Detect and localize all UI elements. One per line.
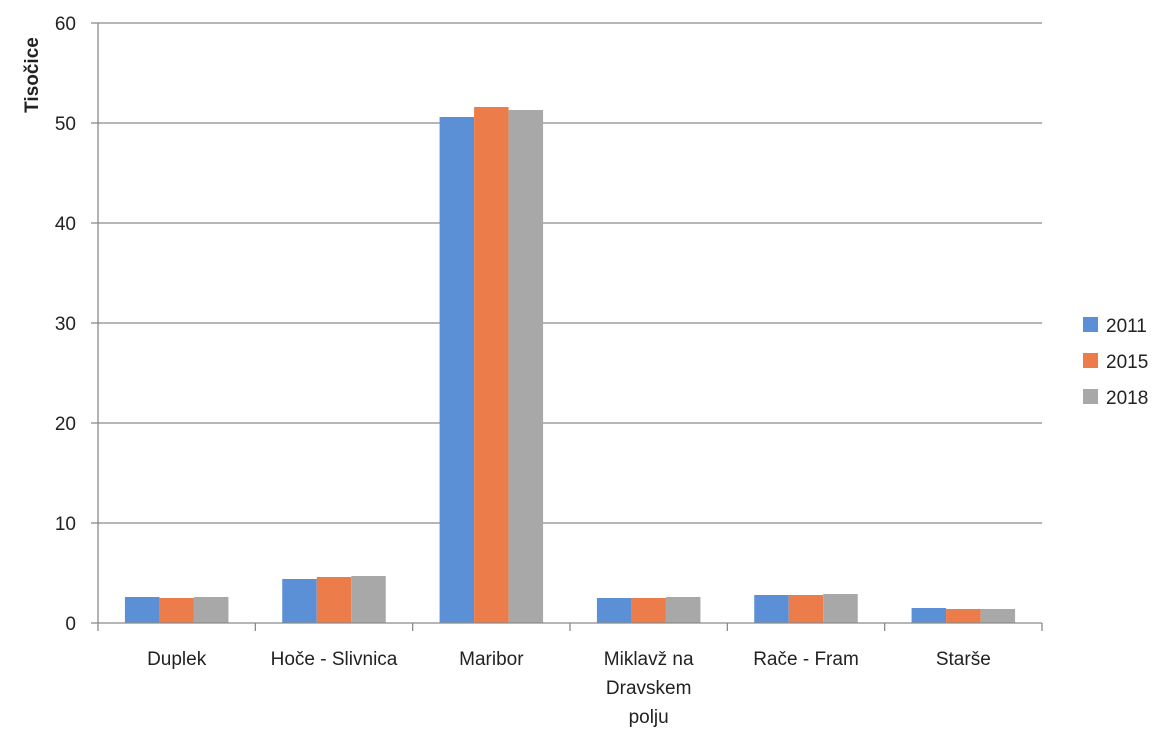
x-tick-label: Starše <box>936 649 991 670</box>
bar-2015 <box>788 595 824 623</box>
bar-2018 <box>823 594 858 623</box>
x-tick-label: Hoče - Slivnica <box>271 649 398 670</box>
bar-2018 <box>980 609 1016 623</box>
x-tick-label: Rače - Fram <box>753 649 859 670</box>
bar-2011 <box>911 608 947 623</box>
bars <box>124 107 1016 623</box>
y-tick-label: 20 <box>55 414 76 435</box>
legend-label: 2011 <box>1106 316 1147 337</box>
legend-swatch <box>1083 353 1098 368</box>
legend-swatch <box>1083 389 1098 404</box>
bar-2011 <box>596 598 632 623</box>
y-axis-label: Tisočice <box>22 37 43 113</box>
y-tick-label: 0 <box>65 614 76 635</box>
x-tick-label: polju <box>629 707 669 728</box>
bar-2018 <box>665 597 701 623</box>
y-tick-label: 30 <box>55 314 76 335</box>
y-tick-label: 10 <box>55 514 76 535</box>
bar-2011 <box>439 117 475 623</box>
x-tick-label: Dravskem <box>606 678 692 699</box>
y-tick-label: 40 <box>55 214 76 235</box>
bar-2018 <box>351 576 386 623</box>
bar-2011 <box>124 597 160 623</box>
legend-swatch <box>1083 317 1098 332</box>
bar-2015 <box>631 598 666 623</box>
bar-2015 <box>159 598 194 623</box>
bar-2015 <box>474 107 509 623</box>
bar-2015 <box>946 609 981 623</box>
bar-2011 <box>282 579 317 623</box>
bar-2011 <box>754 595 789 623</box>
y-tick-label: 50 <box>55 114 76 135</box>
x-tick-label: Duplek <box>147 649 207 670</box>
x-tick-label: Maribor <box>459 649 524 670</box>
legend-label: 2018 <box>1106 388 1148 409</box>
bar-2015 <box>316 577 352 623</box>
bar-2018 <box>193 597 229 623</box>
legend-label: 2015 <box>1106 352 1148 373</box>
x-tick-label: Miklavž na <box>604 649 694 670</box>
y-tick-label: 60 <box>55 14 76 35</box>
legend: 2011 2015 2018 <box>1083 316 1148 409</box>
gridlines <box>98 22 1042 524</box>
bar-2018 <box>508 110 544 623</box>
axes: 0 10 20 30 40 50 60 Duplek Hoče - Slivnica Maribo… <box>55 14 1043 728</box>
